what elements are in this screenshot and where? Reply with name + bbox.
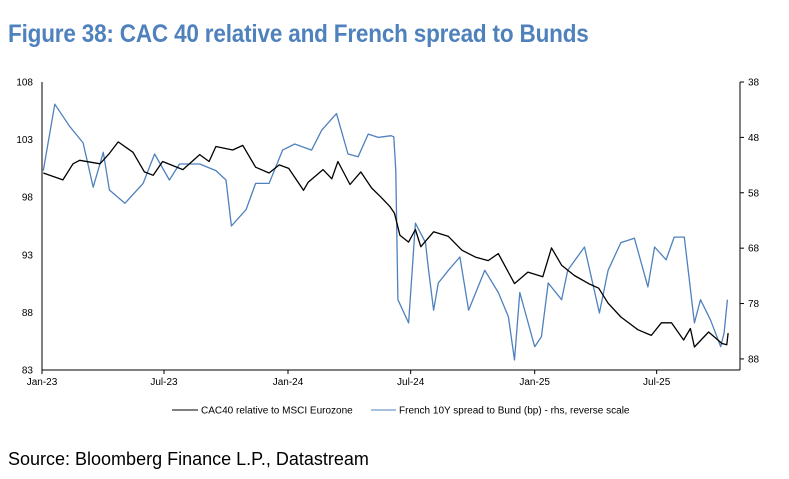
- axes: 108 103 98 93 88 83 38 48 58 68 78 88 Jan-23 Jul-23 Ja…: [16, 78, 759, 389]
- x-axis-tick-label: Jan-23: [27, 377, 58, 388]
- legend-label-spread: French 10Y spread to Bund (bp) - rhs, re…: [399, 406, 630, 417]
- x-axis-tick-label: Jul-25: [643, 377, 671, 388]
- right-axis-tick-label: 48: [748, 133, 760, 144]
- right-axis-tick-label: 68: [748, 244, 760, 255]
- legend: CAC40 relative to MSCI Eurozone French 1…: [172, 406, 630, 417]
- x-axis-tick-label: Jul-24: [397, 377, 425, 388]
- right-axis-tick-label: 78: [748, 299, 760, 310]
- series-lines: [42, 103, 729, 361]
- chart: 108 103 98 93 88 83 38 48 58 68 78 88 Jan-23 Jul-23 Ja…: [16, 78, 759, 417]
- left-axis-tick-label: 93: [22, 250, 34, 261]
- x-axis-tick-label: Jan-25: [519, 377, 550, 388]
- figure-title: Figure 38: CAC 40 relative and French sp…: [8, 20, 589, 48]
- left-axis-tick-label: 108: [16, 78, 33, 89]
- x-axis-tick-label: Jul-23: [150, 377, 178, 388]
- right-axis-tick-label: 38: [748, 78, 760, 89]
- series-line-cac40-relative: [43, 141, 729, 348]
- series-line-french-spread: [42, 103, 729, 361]
- x-axis-tick-label: Jan-24: [273, 377, 304, 388]
- right-axis-tick-label: 88: [748, 354, 760, 365]
- source-note: Source: Bloomberg Finance L.P., Datastre…: [8, 449, 369, 469]
- right-axis-tick-label: 58: [748, 188, 760, 199]
- left-axis-tick-label: 103: [16, 135, 33, 146]
- left-axis-tick-label: 98: [22, 193, 34, 204]
- left-axis-tick-label: 83: [22, 366, 34, 377]
- left-axis-tick-label: 88: [22, 308, 34, 319]
- legend-label-cac40: CAC40 relative to MSCI Eurozone: [201, 406, 353, 417]
